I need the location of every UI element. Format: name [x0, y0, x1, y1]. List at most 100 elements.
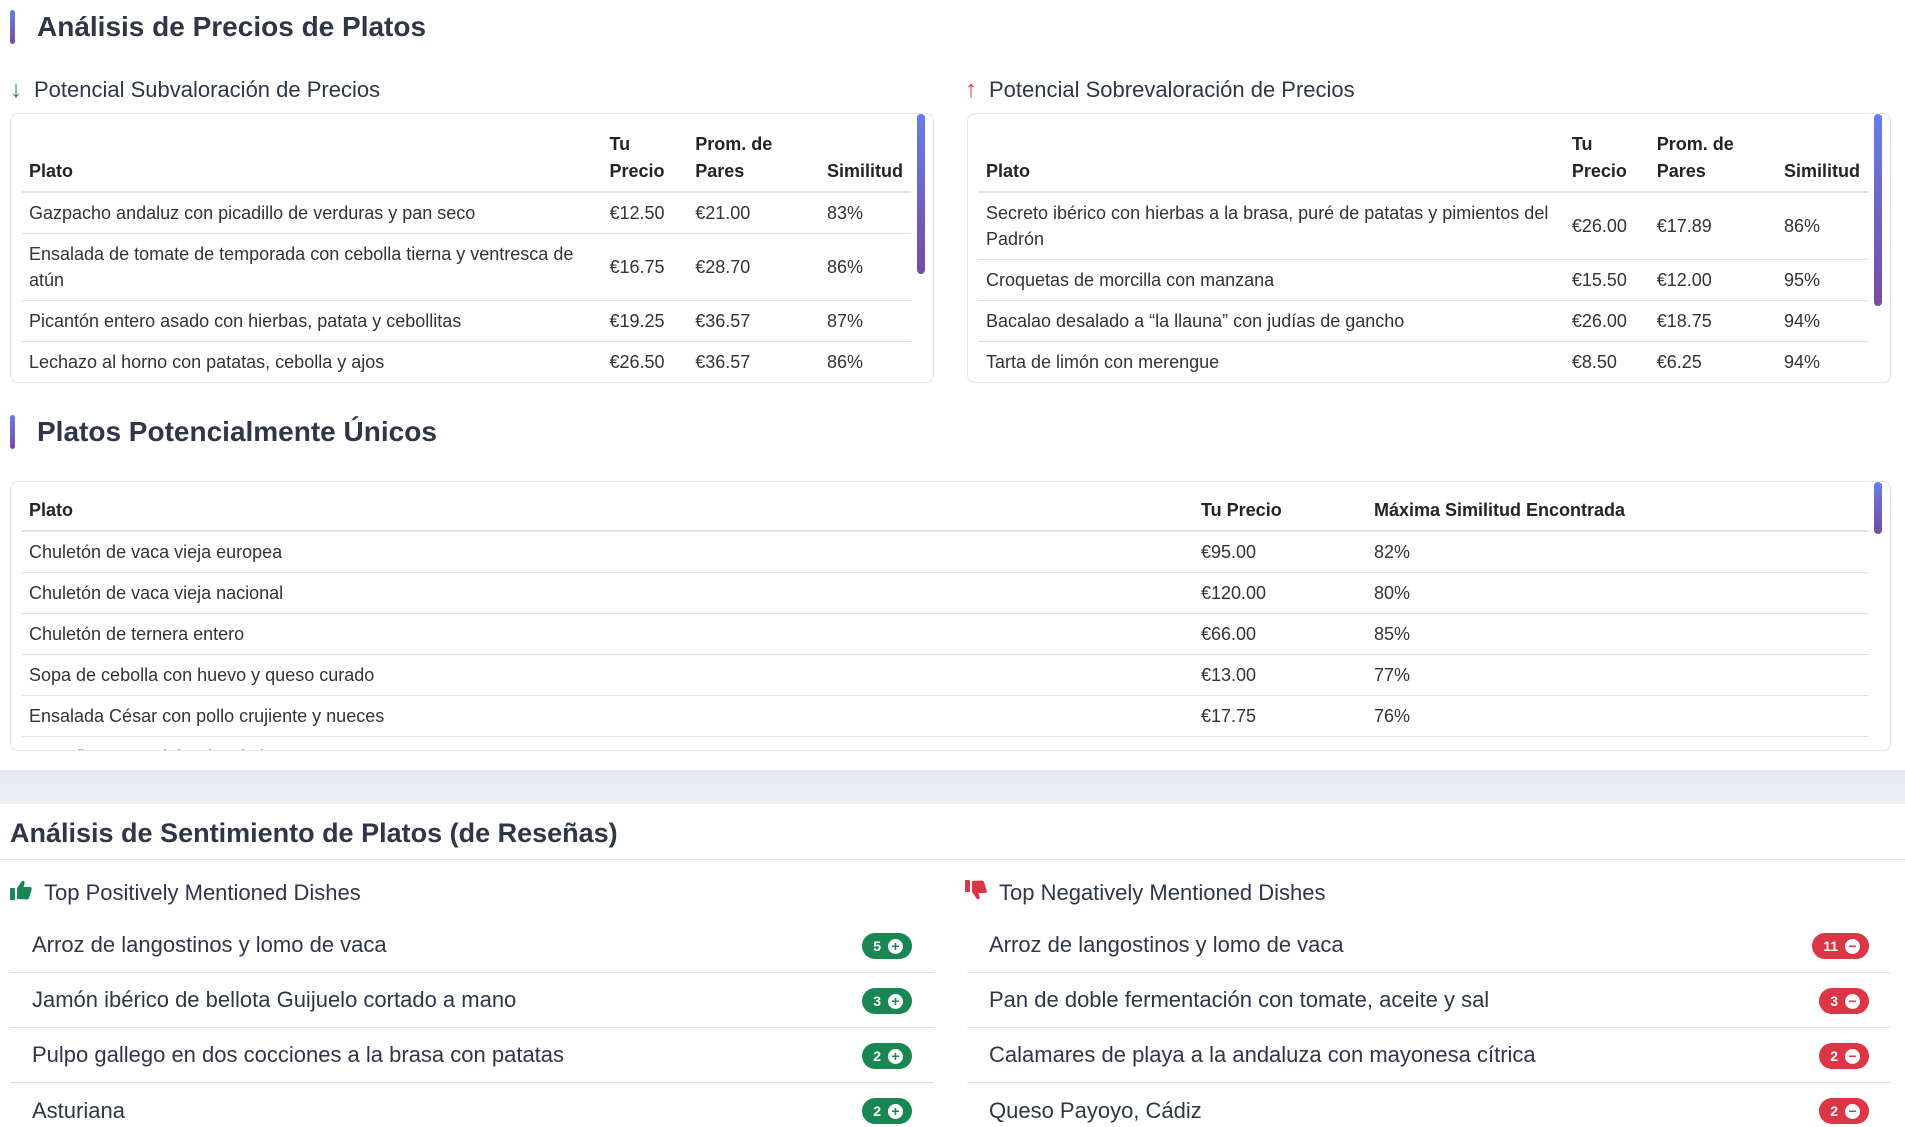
table-row: Bacalao desalado a “la llauna” con judía…: [978, 300, 1868, 342]
price-analysis-heading: Análisis de Precios de Platos: [10, 10, 426, 44]
column-header: Máxima Similitud Encontrada: [1366, 482, 1868, 532]
overvalued-table-card[interactable]: Plato Tu Precio Prom. de Pares Similitud…: [967, 113, 1891, 383]
column-header: Tu Precio: [1193, 482, 1366, 532]
plus-circle-icon: +: [888, 1048, 903, 1064]
price-cell: €95.00: [1193, 531, 1366, 573]
peer-avg-cell: €17.89: [1648, 192, 1776, 260]
price-cell: €13.00: [1193, 654, 1366, 696]
unique-dishes-table-card[interactable]: Plato Tu Precio Máxima Similitud Encontr…: [10, 481, 1891, 751]
arrow-down-icon: ↓: [10, 76, 22, 103]
table-row: Ensalada César con pollo crujiente y nue…: [21, 695, 1868, 737]
price-cell: €66.00: [1193, 613, 1366, 655]
table-row: Croquetas de morcilla con manzana €15.50…: [978, 259, 1868, 301]
price-cell: €15.50: [1563, 259, 1649, 301]
negative-count-badge: 3−: [1819, 988, 1869, 1014]
table-header-row: Plato Tu Precio Prom. de Pares Similitud: [21, 114, 911, 193]
price-cell: €26.50: [601, 341, 688, 382]
price-cell: €26.00: [1563, 300, 1649, 342]
count-text: 2: [1830, 1103, 1838, 1119]
list-item[interactable]: Pulpo gallego en dos cocciones a la bras…: [10, 1028, 934, 1083]
sentiment-title: Análisis de Sentimiento de Platos (de Re…: [10, 818, 618, 848]
column-header: Similitud: [1776, 114, 1868, 193]
overvalued-scrollbar-thumb[interactable]: [1874, 114, 1882, 306]
plus-circle-icon: +: [888, 993, 903, 1009]
dish-name: Arroz de langostinos y lomo de vaca: [32, 932, 387, 957]
heading-accent-bar: [10, 10, 15, 44]
overvalued-heading: ↑ Potencial Sobrevaloración de Precios: [965, 76, 1355, 104]
minus-circle-icon: −: [1845, 1103, 1860, 1119]
count-text: 3: [1830, 993, 1838, 1009]
dish-cell: Ensalada César con pollo crujiente y nue…: [21, 695, 1193, 737]
positive-dish-list: Arroz de langostinos y lomo de vaca 5 + J…: [10, 918, 934, 1127]
table-row: Gazpacho andaluz con picadillo de verdur…: [21, 192, 911, 234]
table-header-row: Plato Tu Precio Máxima Similitud Encontr…: [21, 482, 1868, 532]
peer-avg-cell: €36.57: [687, 341, 819, 382]
list-item[interactable]: Arroz de langostinos y lomo de vaca 11−: [967, 918, 1891, 973]
arrow-up-icon: ↑: [965, 76, 977, 103]
unique-dishes-title: Platos Potencialmente Únicos: [37, 416, 437, 447]
undervalued-title: Potencial Subvaloración de Precios: [34, 77, 381, 102]
unique-dishes-scrollbar-thumb[interactable]: [1874, 482, 1882, 534]
plus-circle-icon: +: [888, 1103, 903, 1119]
table-row: Tarta de limón con merengue €8.50 €6.25 …: [978, 341, 1868, 382]
undervalued-scrollbar-thumb[interactable]: [917, 114, 925, 274]
list-item[interactable]: Calamares de playa a la andaluza con may…: [967, 1028, 1891, 1083]
negative-title: Top Negatively Mentioned Dishes: [999, 880, 1326, 905]
count-text: 2: [873, 1048, 881, 1064]
positive-heading: Top Positively Mentioned Dishes: [10, 880, 361, 906]
dish-cell: Tarta de limón con merengue: [978, 341, 1564, 382]
max-similarity-cell: 77%: [1366, 654, 1868, 696]
list-item[interactable]: Queso Payoyo, Cádiz 2−: [967, 1083, 1891, 1127]
column-header: Similitud: [819, 114, 911, 193]
overvalued-title: Potencial Sobrevaloración de Precios: [989, 77, 1355, 102]
price-cell: €17.75: [1193, 695, 1366, 737]
negative-heading: Top Negatively Mentioned Dishes: [965, 880, 1326, 906]
count-text: 3: [873, 993, 881, 1009]
list-item[interactable]: Arroz de langostinos y lomo de vaca 5 +: [10, 918, 934, 973]
unique-dishes-table: Plato Tu Precio Máxima Similitud Encontr…: [21, 482, 1868, 750]
column-header: Plato: [21, 114, 602, 193]
column-header: Plato: [978, 114, 1564, 193]
max-similarity-cell: 76%: [1366, 695, 1868, 737]
similarity-cell: 95%: [1776, 259, 1868, 301]
minus-circle-icon: −: [1845, 993, 1860, 1009]
thumbs-down-icon: [965, 880, 987, 906]
price-analysis-title: Análisis de Precios de Platos: [37, 11, 427, 42]
price-cell: €12.50: [601, 192, 688, 234]
peer-avg-cell: €21.00: [687, 192, 819, 234]
dish-cell: Picantón entero asado con hierbas, patat…: [21, 300, 602, 342]
column-header: Tu Precio: [601, 114, 688, 193]
dish-cell: Croquetas de morcilla con manzana: [978, 259, 1564, 301]
undervalued-table-scroll[interactable]: Plato Tu Precio Prom. de Pares Similitud…: [21, 114, 911, 382]
overvalued-table-scroll[interactable]: Plato Tu Precio Prom. de Pares Similitud…: [978, 114, 1868, 382]
price-cell: €26.00: [1563, 192, 1649, 260]
count-text: 11: [1823, 938, 1838, 954]
table-row: Sopa de cebolla con huevo y queso curado…: [21, 654, 1868, 696]
list-item[interactable]: Jamón ibérico de bellota Guijuelo cortad…: [10, 973, 934, 1028]
table-row: Chuletón de vaca vieja europea €95.00 82…: [21, 531, 1868, 573]
list-item[interactable]: Asturiana 2 +: [10, 1083, 934, 1127]
count-text: 5: [873, 938, 881, 954]
price-cell: €19.25: [601, 300, 688, 342]
similarity-cell: 86%: [819, 233, 911, 301]
price-analysis-section: Análisis de Precios de Platos ↓ Potencia…: [10, 10, 1891, 751]
unique-dishes-table-scroll[interactable]: Plato Tu Precio Máxima Similitud Encontr…: [21, 482, 1868, 750]
dish-cell: Chuletón de vaca vieja europea: [21, 531, 1193, 573]
peer-avg-cell: €6.25: [1648, 341, 1776, 382]
max-similarity-cell: 80%: [1366, 736, 1868, 750]
unique-dishes-heading: Platos Potencialmente Únicos: [10, 415, 437, 449]
overvalued-table: Plato Tu Precio Prom. de Pares Similitud…: [978, 114, 1868, 382]
positive-count-badge: 2 +: [862, 1098, 912, 1124]
undervalued-table-card[interactable]: Plato Tu Precio Prom. de Pares Similitud…: [10, 113, 934, 383]
list-item[interactable]: Pan de doble fermentación con tomate, ac…: [967, 973, 1891, 1028]
table-header-row: Plato Tu Precio Prom. de Pares Similitud: [978, 114, 1868, 193]
table-row: Chuletón de ternera entero €66.00 85%: [21, 613, 1868, 655]
dish-cell: Sopa de cebolla con huevo y queso curado: [21, 654, 1193, 696]
thumbs-up-icon: [10, 880, 32, 906]
table-row: Secreto ibérico con hierbas a la brasa, …: [978, 192, 1868, 260]
table-row: Coca fina con calabacín, pimiento y ques…: [21, 736, 1868, 750]
negative-dish-list: Arroz de langostinos y lomo de vaca 11− …: [967, 918, 1891, 1127]
minus-circle-icon: −: [1845, 1048, 1860, 1064]
dish-name: Asturiana: [32, 1097, 125, 1123]
